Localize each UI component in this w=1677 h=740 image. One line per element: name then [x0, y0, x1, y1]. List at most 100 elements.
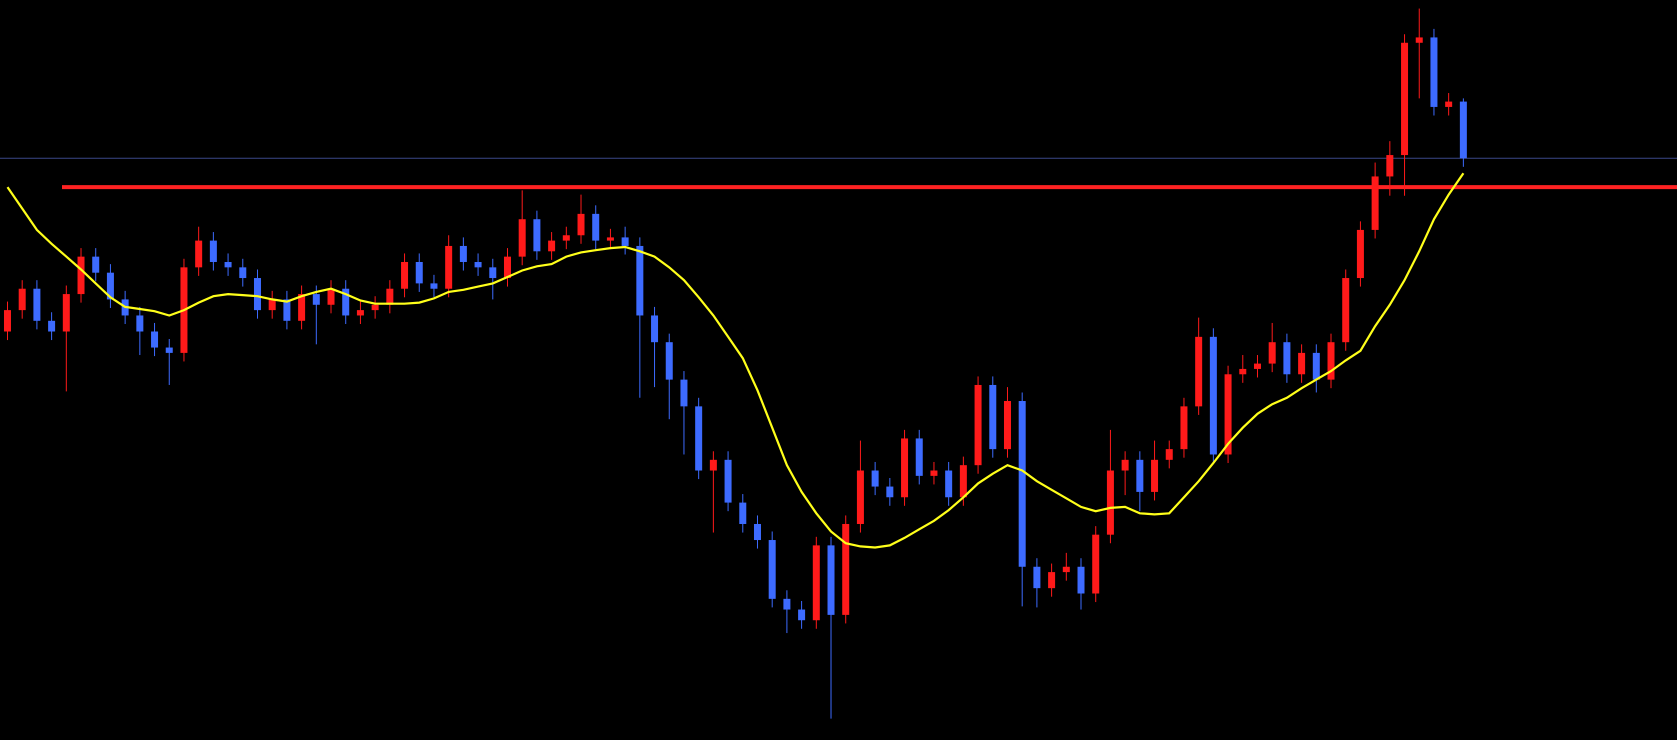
candle-body [136, 315, 144, 332]
candle-body [1356, 229, 1364, 279]
candle-body [753, 523, 761, 541]
candle-body [401, 261, 409, 289]
candle-body [92, 256, 100, 273]
candle-body [930, 470, 938, 476]
candle-body [386, 288, 394, 305]
candle-body [327, 288, 335, 305]
moving-average-line [6, 172, 1465, 549]
candle-body [489, 267, 497, 279]
candle-body [798, 609, 806, 621]
candle-body [1165, 449, 1173, 460]
candle-body [503, 256, 511, 279]
candle-body [239, 267, 247, 279]
candle-body [1445, 101, 1453, 107]
candle-body [1327, 342, 1335, 380]
candle-body [1077, 566, 1085, 594]
candle-body [695, 406, 703, 471]
candle-body [415, 261, 423, 284]
candle-body [1386, 155, 1394, 177]
candle-body [33, 288, 41, 321]
candle-body [77, 256, 85, 295]
candle-body [1195, 336, 1203, 407]
candle-body [1151, 459, 1159, 492]
candle-body [1342, 278, 1350, 343]
candle-body [768, 540, 776, 599]
candle-body [1298, 352, 1306, 375]
candle-body [62, 294, 70, 332]
candle-body [724, 459, 732, 503]
candle-body [651, 315, 659, 343]
candle-body [224, 261, 232, 268]
candle-body [592, 213, 600, 241]
candle-body [709, 459, 717, 471]
candle-body [1048, 572, 1056, 589]
candle-body [533, 219, 541, 252]
candle-body [151, 331, 159, 348]
candle-body [430, 283, 438, 289]
candle-body [1121, 459, 1129, 471]
candle-body [901, 438, 909, 498]
candle-body [886, 486, 894, 498]
candle-body [268, 299, 276, 311]
candle-body [842, 523, 850, 615]
candle-body [783, 598, 791, 610]
candle-body [1106, 470, 1114, 535]
candle-body [18, 288, 26, 311]
candle-body [106, 272, 114, 300]
candle-body [1180, 406, 1188, 450]
candle-body [459, 245, 467, 262]
candle-body [1018, 401, 1026, 567]
candle-body [342, 288, 350, 316]
candle-body [989, 384, 997, 450]
candle-body [915, 438, 923, 476]
candle-body [856, 470, 864, 524]
candle-body [283, 299, 291, 321]
candle-body [445, 245, 453, 289]
candle-body [1459, 101, 1467, 159]
candle-body [165, 347, 173, 353]
candle-body [1033, 566, 1041, 589]
candle-body [606, 237, 614, 241]
candle-body [1312, 352, 1320, 380]
candle-body [298, 294, 306, 321]
candle-body [562, 235, 570, 241]
candle-body [1401, 42, 1409, 156]
candle-body [1209, 336, 1217, 455]
candle-body [665, 342, 673, 380]
candle-body [356, 310, 364, 316]
candle-body [812, 545, 820, 621]
candle-body [621, 237, 629, 246]
candle-body [48, 320, 56, 332]
candle-body [1371, 176, 1379, 230]
candle-body [1283, 342, 1291, 375]
candle-body [577, 213, 585, 236]
candle-body [548, 240, 556, 252]
candle-body [518, 219, 526, 257]
candle-body [959, 465, 967, 498]
candle-body [974, 384, 982, 466]
candle-body [1239, 368, 1247, 375]
candle-body [3, 310, 11, 332]
candle-body [871, 470, 879, 487]
candle-body [312, 294, 320, 305]
candle-body [1268, 342, 1276, 364]
candle-body [195, 240, 203, 268]
candle-body [474, 261, 482, 268]
candle-body [1062, 566, 1070, 573]
candle-body [209, 240, 217, 262]
candle-body [945, 470, 953, 498]
candle-body [739, 502, 747, 524]
candle-body [1415, 37, 1423, 43]
candle-body [371, 304, 379, 311]
candle-body [636, 245, 644, 316]
candle-body [1224, 374, 1232, 455]
candle-body [1253, 363, 1261, 369]
candle-body [1003, 401, 1011, 450]
candle-body [1092, 534, 1100, 594]
candle-body [1430, 37, 1438, 107]
candle-body [827, 545, 835, 615]
candle-body [680, 379, 688, 407]
